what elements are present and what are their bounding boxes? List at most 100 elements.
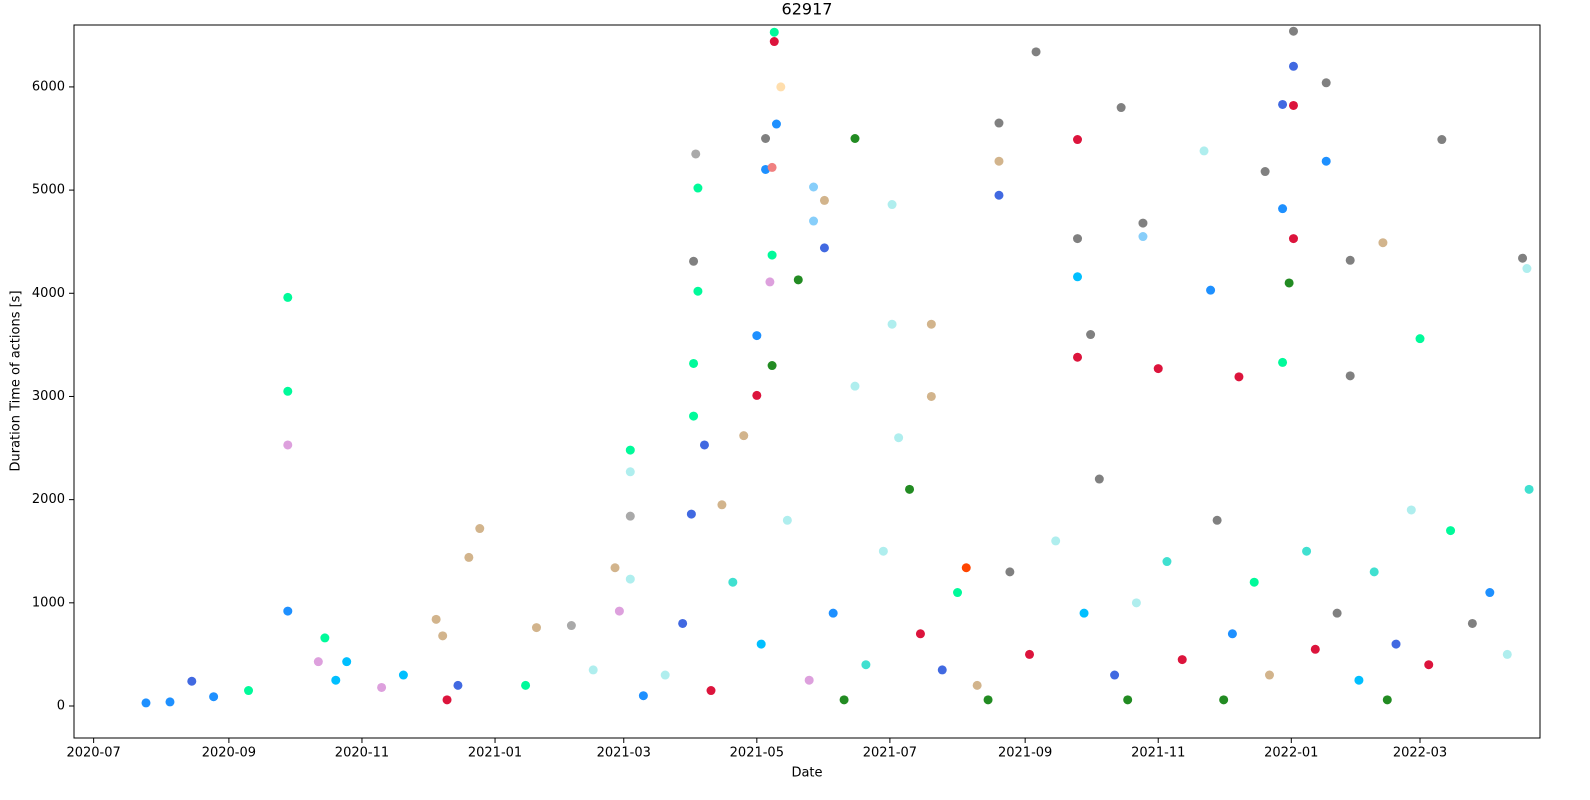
point — [769, 37, 779, 47]
point — [625, 445, 635, 455]
point — [1110, 670, 1120, 680]
point — [1288, 61, 1298, 71]
point — [767, 361, 777, 371]
point — [850, 381, 860, 391]
point — [915, 629, 925, 639]
point — [839, 695, 849, 705]
point — [767, 162, 777, 172]
point — [693, 286, 703, 296]
point — [693, 183, 703, 193]
x-axis-label: Date — [791, 766, 822, 781]
point — [625, 574, 635, 584]
point — [1310, 644, 1320, 654]
point — [994, 190, 1004, 200]
point — [1073, 352, 1083, 362]
point — [1073, 135, 1083, 145]
point — [1302, 546, 1312, 556]
point — [878, 546, 888, 556]
x-tick-label: 2021-05 — [730, 746, 784, 761]
point — [141, 698, 151, 708]
point — [1288, 234, 1298, 244]
point — [1415, 334, 1425, 344]
point — [1467, 618, 1477, 628]
point — [905, 484, 915, 494]
x-tick-label: 2021-09 — [998, 746, 1052, 761]
point — [983, 695, 993, 705]
point — [1219, 695, 1229, 705]
y-tick-label: 0 — [57, 699, 65, 714]
point — [1524, 484, 1534, 494]
point — [464, 552, 474, 562]
point — [689, 256, 699, 266]
point — [926, 391, 936, 401]
point — [1234, 372, 1244, 382]
point — [1284, 278, 1294, 288]
point — [861, 660, 871, 670]
point — [283, 292, 293, 302]
point — [699, 440, 709, 450]
y-tick-label: 4000 — [32, 286, 65, 301]
point — [1264, 670, 1274, 680]
chart-title: 62917 — [782, 0, 833, 19]
point — [1031, 47, 1041, 57]
point — [283, 386, 293, 396]
point — [739, 431, 749, 441]
x-tick-label: 2020-07 — [66, 746, 120, 761]
point — [678, 618, 688, 628]
point — [625, 511, 635, 521]
point — [752, 331, 762, 341]
point — [313, 657, 323, 667]
point — [1391, 639, 1401, 649]
point — [209, 692, 219, 702]
point — [771, 119, 781, 129]
point — [761, 134, 771, 144]
x-tick-label: 2022-01 — [1264, 746, 1318, 761]
point — [809, 216, 819, 226]
x-tick-label: 2021-11 — [1131, 746, 1185, 761]
point — [689, 411, 699, 421]
point — [1288, 26, 1298, 36]
point — [1086, 330, 1096, 340]
y-tick-label: 1000 — [32, 595, 65, 610]
point — [1485, 588, 1495, 598]
point — [377, 682, 387, 692]
point — [1249, 577, 1259, 587]
point — [1424, 660, 1434, 670]
point — [782, 515, 792, 525]
point — [1123, 695, 1133, 705]
point — [1212, 515, 1222, 525]
point — [1369, 567, 1379, 577]
point — [1131, 598, 1141, 608]
point — [638, 691, 648, 701]
point — [691, 149, 701, 159]
point — [769, 27, 779, 37]
x-tick-label: 2021-01 — [468, 746, 522, 761]
point — [453, 680, 463, 690]
point — [566, 621, 576, 631]
point — [1332, 608, 1342, 618]
point — [614, 606, 624, 616]
point — [1378, 238, 1388, 248]
point — [531, 623, 541, 633]
point — [776, 82, 786, 92]
point — [521, 680, 531, 690]
point — [398, 670, 408, 680]
point — [752, 390, 762, 400]
point — [588, 665, 598, 675]
point — [1177, 655, 1187, 665]
point — [686, 509, 696, 519]
point — [961, 563, 971, 573]
point — [660, 670, 670, 680]
plot-frame — [73, 24, 1541, 739]
point — [610, 563, 620, 573]
point — [1199, 146, 1209, 156]
point — [804, 675, 814, 685]
point — [828, 608, 838, 618]
point — [1518, 253, 1528, 263]
point — [1278, 99, 1288, 109]
point — [717, 500, 727, 510]
point — [165, 697, 175, 707]
point — [1437, 135, 1447, 145]
y-tick-label: 3000 — [32, 389, 65, 404]
point — [1382, 695, 1392, 705]
